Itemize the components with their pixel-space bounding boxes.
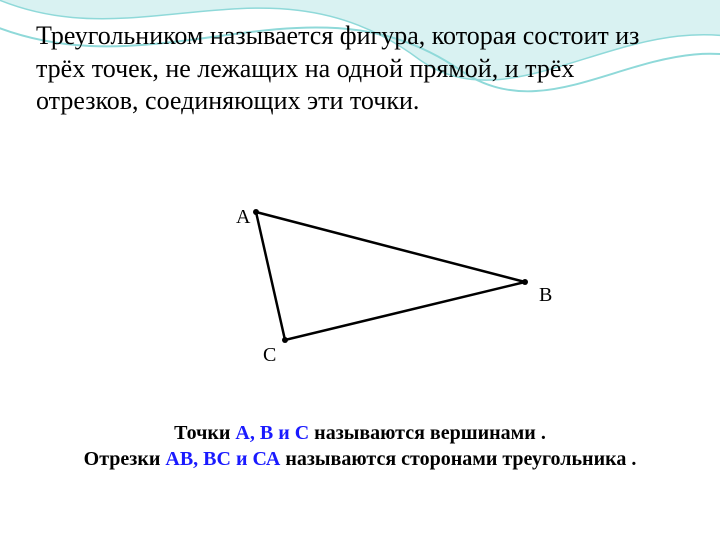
bottom-line1-emph: А, В и С <box>235 422 309 444</box>
definition-text: Треугольником называется фигура, которая… <box>36 20 676 118</box>
triangle-figure: А В С <box>190 200 550 370</box>
bottom-explanation: Точки А, В и С называются вершинами . От… <box>60 420 660 472</box>
vertex-label-b: В <box>539 284 552 307</box>
bottom-line2-pre: Отрезки <box>84 448 166 470</box>
bottom-line2-post: называются сторонами треугольника . <box>280 448 636 470</box>
bottom-line-1: Точки А, В и С называются вершинами . <box>60 420 660 446</box>
vertex-label-a: А <box>236 206 250 229</box>
bottom-line-2: Отрезки АВ, ВС и СА называются сторонами… <box>60 446 660 472</box>
vertex-label-c: С <box>263 344 276 367</box>
bottom-line1-post: называются вершинами . <box>309 422 546 444</box>
bottom-line2-emph: АВ, ВС и СА <box>165 448 280 470</box>
bottom-line1-pre: Точки <box>174 422 235 444</box>
